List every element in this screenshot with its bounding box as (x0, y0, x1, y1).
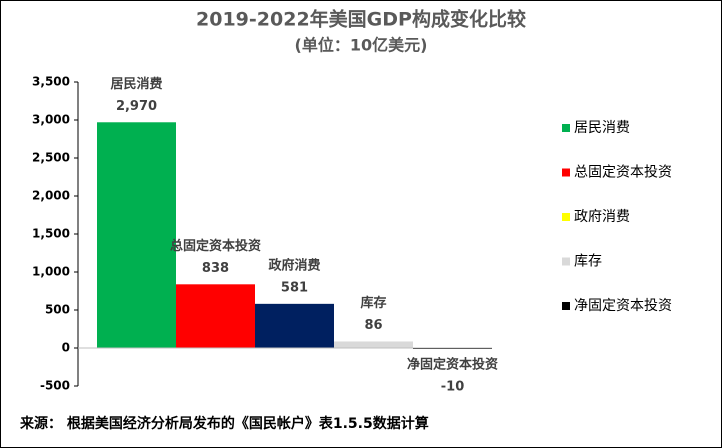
category-label: 净固定资本投资 (407, 356, 498, 372)
data-label: 838 (202, 261, 229, 276)
bar (176, 284, 255, 348)
y-tick-label: 2,500 (32, 151, 70, 165)
bar (97, 122, 176, 348)
data-label: -10 (441, 379, 465, 394)
chart-title: 2019-2022年美国GDP构成变化比较 (196, 8, 526, 31)
y-tick-label: 2,000 (32, 189, 70, 203)
category-label: 总固定资本投资 (170, 238, 261, 254)
chart-subtitle: (单位：10亿美元) (295, 36, 428, 55)
y-tick-label: 1,000 (32, 265, 70, 279)
bar (255, 303, 334, 348)
legend-swatch (562, 257, 570, 266)
y-tick-label: 3,000 (32, 113, 70, 127)
legend-label: 居民消费 (574, 120, 630, 136)
data-label: 86 (364, 318, 382, 333)
data-label: 2,970 (116, 99, 157, 114)
y-tick-label: -500 (40, 379, 70, 393)
legend-label: 总固定资本投资 (574, 165, 672, 181)
legend-swatch (562, 302, 570, 310)
category-label: 库存 (360, 295, 386, 311)
legend-swatch (562, 168, 570, 177)
bar (334, 341, 413, 348)
legend-swatch (562, 213, 570, 221)
source-note: 来源： 根据美国经济分析局发布的《国民帐户》表1.5.5数据计算 (19, 415, 429, 432)
legend-label: 净固定资本投资 (574, 298, 672, 314)
legend-label: 库存 (574, 254, 602, 270)
legend-swatch (562, 124, 570, 132)
y-tick-label: 1,500 (32, 227, 70, 241)
category-label: 政府消费 (268, 257, 320, 273)
data-label: 581 (281, 280, 308, 295)
y-tick-label: 0 (62, 341, 70, 355)
legend-label: 政府消费 (574, 209, 630, 225)
category-label: 居民消费 (110, 76, 162, 92)
y-tick-label: 500 (45, 303, 70, 317)
y-tick-label: 3,500 (32, 75, 70, 89)
